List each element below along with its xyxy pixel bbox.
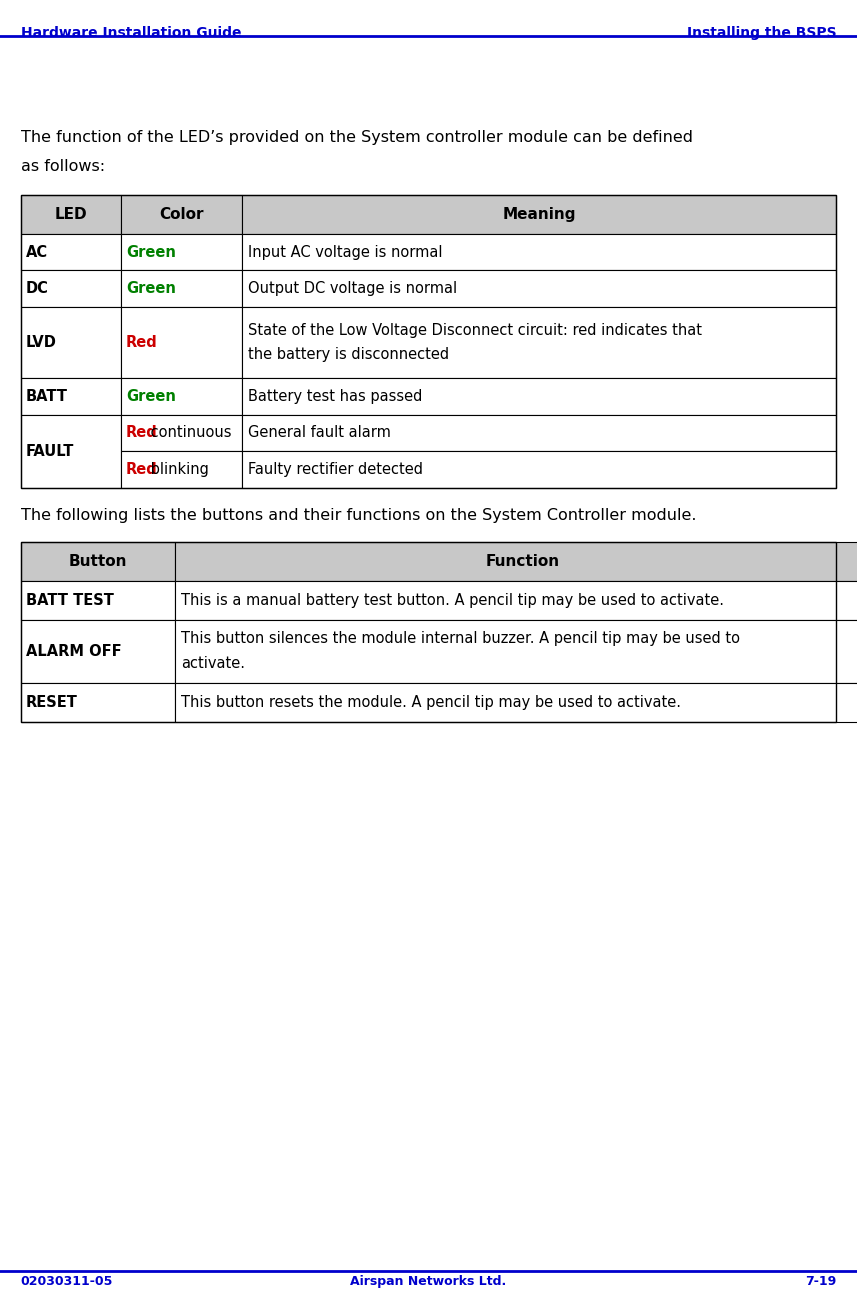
Bar xyxy=(121,451,242,488)
Text: continuous: continuous xyxy=(147,425,231,441)
Bar xyxy=(175,542,857,581)
Bar xyxy=(121,378,242,415)
Text: BATT: BATT xyxy=(26,389,68,404)
Bar xyxy=(175,620,857,683)
Text: 7-19: 7-19 xyxy=(806,1275,836,1288)
Text: LVD: LVD xyxy=(26,335,57,350)
Bar xyxy=(242,195,836,234)
Bar xyxy=(242,415,836,451)
Text: FAULT: FAULT xyxy=(26,443,74,459)
Bar xyxy=(21,195,121,234)
Bar xyxy=(21,682,175,722)
Text: General fault alarm: General fault alarm xyxy=(248,425,391,441)
Bar xyxy=(242,307,836,378)
Text: Red: Red xyxy=(126,425,158,441)
Text: Red: Red xyxy=(126,462,158,477)
Text: Battery test has passed: Battery test has passed xyxy=(248,389,422,404)
Bar xyxy=(21,542,836,722)
Bar xyxy=(121,195,242,234)
Text: Green: Green xyxy=(126,244,176,260)
Bar xyxy=(121,234,242,270)
Bar xyxy=(21,620,175,683)
Bar xyxy=(21,307,121,378)
Bar xyxy=(175,682,857,722)
Text: activate.: activate. xyxy=(181,656,245,671)
Bar xyxy=(175,581,857,620)
Text: Meaning: Meaning xyxy=(502,207,576,222)
Text: Hardware Installation Guide: Hardware Installation Guide xyxy=(21,26,241,40)
Text: as follows:: as follows: xyxy=(21,159,105,174)
Text: Faulty rectifier detected: Faulty rectifier detected xyxy=(248,462,423,477)
Text: Green: Green xyxy=(126,389,176,404)
Bar xyxy=(21,542,175,581)
Text: DC: DC xyxy=(26,281,49,296)
Text: ALARM OFF: ALARM OFF xyxy=(26,644,122,659)
Bar xyxy=(21,378,121,415)
Bar xyxy=(242,234,836,270)
Bar xyxy=(242,270,836,307)
Text: Button: Button xyxy=(69,554,127,569)
Text: This button silences the module internal buzzer. A pencil tip may be used to: This button silences the module internal… xyxy=(181,632,740,646)
Text: RESET: RESET xyxy=(26,694,78,710)
Bar xyxy=(21,234,121,270)
Text: Output DC voltage is normal: Output DC voltage is normal xyxy=(248,281,457,296)
Text: Input AC voltage is normal: Input AC voltage is normal xyxy=(248,244,442,260)
Bar xyxy=(121,307,242,378)
Text: the battery is disconnected: the battery is disconnected xyxy=(248,347,449,363)
Text: This is a manual battery test button. A pencil tip may be used to activate.: This is a manual battery test button. A … xyxy=(181,593,724,608)
Text: Color: Color xyxy=(159,207,203,222)
Bar xyxy=(242,451,836,488)
Text: The function of the LED’s provided on the System controller module can be define: The function of the LED’s provided on th… xyxy=(21,130,692,146)
Text: Function: Function xyxy=(486,554,560,569)
Bar xyxy=(121,270,242,307)
Text: Green: Green xyxy=(126,281,176,296)
Text: Installing the BSPS: Installing the BSPS xyxy=(686,26,836,40)
Bar xyxy=(21,581,175,620)
Text: LED: LED xyxy=(54,207,87,222)
Bar xyxy=(21,195,836,488)
Text: This button resets the module. A pencil tip may be used to activate.: This button resets the module. A pencil … xyxy=(181,694,680,710)
Text: BATT TEST: BATT TEST xyxy=(26,593,114,608)
Text: State of the Low Voltage Disconnect circuit: red indicates that: State of the Low Voltage Disconnect circ… xyxy=(248,322,702,338)
Bar xyxy=(242,378,836,415)
Bar xyxy=(121,415,242,451)
Text: The following lists the buttons and their functions on the System Controller mod: The following lists the buttons and thei… xyxy=(21,508,696,524)
Bar xyxy=(21,270,121,307)
Text: Airspan Networks Ltd.: Airspan Networks Ltd. xyxy=(351,1275,506,1288)
Text: blinking: blinking xyxy=(147,462,209,477)
Bar xyxy=(21,415,121,488)
Text: Red: Red xyxy=(126,335,158,350)
Text: AC: AC xyxy=(26,244,48,260)
Text: 02030311-05: 02030311-05 xyxy=(21,1275,113,1288)
